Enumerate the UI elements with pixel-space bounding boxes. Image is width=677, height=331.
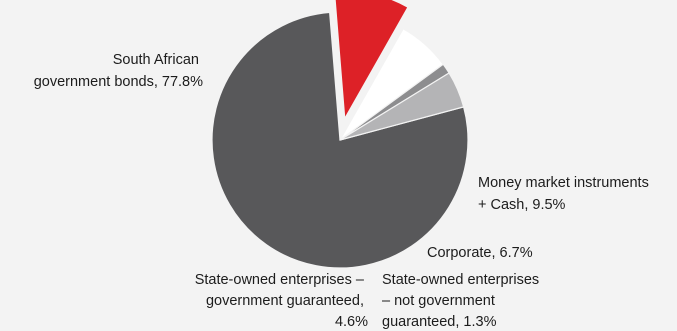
pie-slice-state-owned-enterprises-government-guaranteed (339, 72, 465, 141)
label-money-market-instruments-cash: Money market instruments + Cash, 9.5% (478, 175, 653, 213)
pie-slice-money-market-instruments-cash (334, 0, 409, 120)
label-soe-government-guaranteed: State-owned enterprises – government gua… (195, 272, 368, 330)
label-soe-not-government-guaranteed: State-owned enterprises – not government… (382, 272, 543, 330)
label-corporate: Corporate, 6.7% (427, 245, 533, 261)
pie-slices (211, 0, 469, 269)
label-south-african-government-bonds: South African government bonds, 77.8% (34, 52, 203, 90)
